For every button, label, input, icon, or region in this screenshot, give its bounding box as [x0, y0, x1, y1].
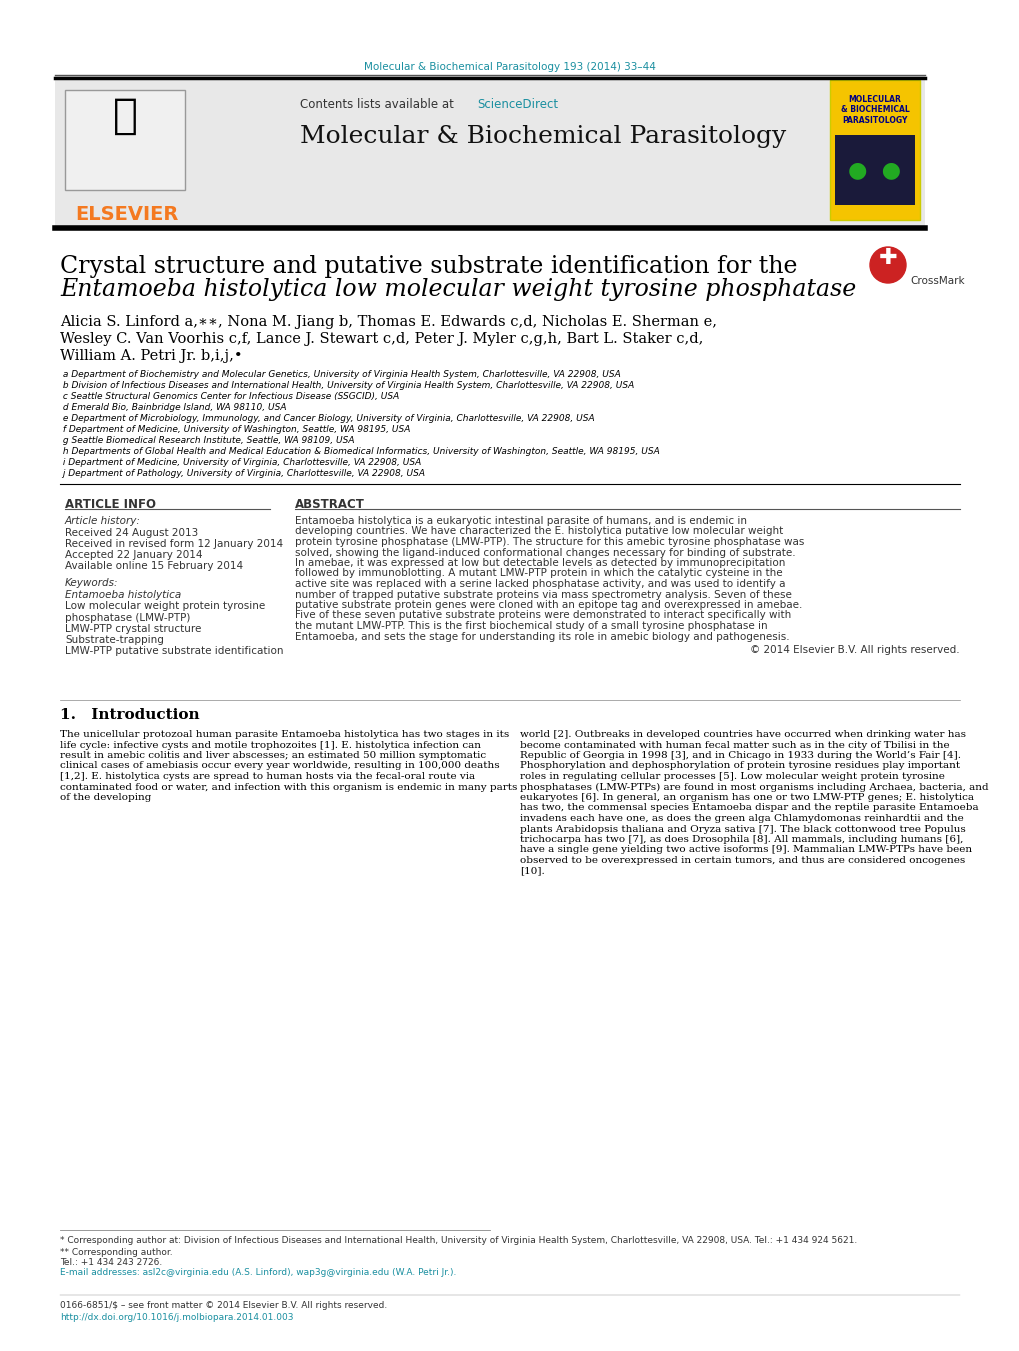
Text: become contaminated with human fecal matter such as in the city of Tbilisi in th: become contaminated with human fecal mat… [520, 740, 949, 750]
Text: © 2014 Elsevier B.V. All rights reserved.: © 2014 Elsevier B.V. All rights reserved… [750, 644, 959, 655]
Text: ✚: ✚ [877, 249, 897, 267]
Text: The unicellular protozoal human parasite Entamoeba histolytica has two stages in: The unicellular protozoal human parasite… [60, 730, 508, 739]
Text: Received 24 August 2013: Received 24 August 2013 [65, 528, 198, 538]
Circle shape [869, 247, 905, 282]
Text: LMW-PTP crystal structure: LMW-PTP crystal structure [65, 624, 201, 634]
Text: j Department of Pathology, University of Virginia, Charlottesville, VA 22908, US: j Department of Pathology, University of… [60, 469, 425, 478]
Text: Wesley C. Van Voorhis c,f, Lance J. Stewart c,d, Peter J. Myler c,g,h, Bart L. S: Wesley C. Van Voorhis c,f, Lance J. Stew… [60, 332, 703, 346]
Text: roles in regulating cellular processes [5]. Low molecular weight protein tyrosin: roles in regulating cellular processes [… [520, 771, 944, 781]
Text: observed to be overexpressed in certain tumors, and thus are considered oncogene: observed to be overexpressed in certain … [520, 857, 964, 865]
Bar [55, 76, 924, 230]
Text: ABSTRACT: ABSTRACT [294, 499, 365, 511]
Text: Five of these seven putative substrate proteins were demonstrated to interact sp: Five of these seven putative substrate p… [294, 611, 791, 620]
Bar [65, 91, 184, 190]
Text: Substrate-trapping: Substrate-trapping [65, 635, 164, 644]
Text: ELSEVIER: ELSEVIER [75, 205, 178, 224]
Text: putative substrate protein genes were cloned with an epitope tag and overexpress: putative substrate protein genes were cl… [294, 600, 802, 611]
Text: have a single gene yielding two active isoforms [9]. Mammalian LMW-PTPs have bee: have a single gene yielding two active i… [520, 846, 971, 854]
Bar [829, 80, 919, 220]
Text: Entamoeba histolytica low molecular weight tyrosine phosphatase: Entamoeba histolytica low molecular weig… [60, 278, 855, 301]
Text: Tel.: +1 434 243 2726.: Tel.: +1 434 243 2726. [60, 1258, 162, 1267]
Text: [1,2]. E. histolytica cysts are spread to human hosts via the fecal-oral route v: [1,2]. E. histolytica cysts are spread t… [60, 771, 475, 781]
Text: number of trapped putative substrate proteins via mass spectrometry analysis. Se: number of trapped putative substrate pro… [294, 589, 791, 600]
Text: developing countries. We have characterized the E. histolytica putative low mole: developing countries. We have characteri… [294, 527, 783, 536]
Text: has two, the commensal species Entamoeba dispar and the reptile parasite Entamoe: has two, the commensal species Entamoeba… [520, 804, 977, 812]
Text: i Department of Medicine, University of Virginia, Charlottesville, VA 22908, USA: i Department of Medicine, University of … [60, 458, 421, 467]
Text: solved, showing the ligand-induced conformational changes necessary for binding : solved, showing the ligand-induced confo… [294, 547, 795, 558]
Text: f Department of Medicine, University of Washington, Seattle, WA 98195, USA: f Department of Medicine, University of … [60, 426, 410, 434]
Text: Available online 15 February 2014: Available online 15 February 2014 [65, 561, 243, 571]
Text: CrossMark: CrossMark [909, 276, 964, 286]
Text: h Departments of Global Health and Medical Education & Biomedical Informatics, U: h Departments of Global Health and Medic… [60, 447, 659, 457]
Text: d Emerald Bio, Bainbridge Island, WA 98110, USA: d Emerald Bio, Bainbridge Island, WA 981… [60, 403, 286, 412]
Text: eukaryotes [6]. In general, an organism has one or two LMW-PTP genes; E. histoly: eukaryotes [6]. In general, an organism … [520, 793, 973, 802]
Text: 1. Introduction: 1. Introduction [60, 708, 200, 721]
Text: the mutant LMW-PTP. This is the first biochemical study of a small tyrosine phos: the mutant LMW-PTP. This is the first bi… [294, 621, 767, 631]
Text: Low molecular weight protein tyrosine
phosphatase (LMW-PTP): Low molecular weight protein tyrosine ph… [65, 601, 265, 623]
Text: trichocarpa has two [7], as does Drosophila [8]. All mammals, including humans [: trichocarpa has two [7], as does Drosoph… [520, 835, 962, 844]
Text: e Department of Microbiology, Immunology, and Cancer Biology, University of Virg: e Department of Microbiology, Immunology… [60, 413, 594, 423]
Bar [835, 135, 914, 205]
Text: result in amebic colitis and liver abscesses; an estimated 50 million symptomati: result in amebic colitis and liver absce… [60, 751, 486, 761]
Text: E-mail addresses: asl2c@virginia.edu (A.S. Linford), wap3g@virginia.edu (W.A. Pe: E-mail addresses: asl2c@virginia.edu (A.… [60, 1269, 455, 1277]
Text: ●  ●: ● ● [848, 159, 901, 180]
Text: Republic of Georgia in 1998 [3], and in Chicago in 1933 during the World’s Fair : Republic of Georgia in 1998 [3], and in … [520, 751, 960, 761]
Text: Received in revised form 12 January 2014: Received in revised form 12 January 2014 [65, 539, 283, 549]
Text: plants Arabidopsis thaliana and Oryza sativa [7]. The black cottonwood tree Popu: plants Arabidopsis thaliana and Oryza sa… [520, 824, 965, 834]
Text: of the developing: of the developing [60, 793, 151, 802]
Text: William A. Petri Jr. b,i,j,•: William A. Petri Jr. b,i,j,• [60, 349, 243, 363]
Text: Molecular & Biochemical Parasitology: Molecular & Biochemical Parasitology [300, 126, 786, 149]
Text: Entamoeba histolytica is a eukaryotic intestinal parasite of humans, and is ende: Entamoeba histolytica is a eukaryotic in… [294, 516, 746, 526]
Text: g Seattle Biomedical Research Institute, Seattle, WA 98109, USA: g Seattle Biomedical Research Institute,… [60, 436, 355, 444]
Text: followed by immunoblotting. A mutant LMW-PTP protein in which the catalytic cyst: followed by immunoblotting. A mutant LMW… [294, 569, 782, 578]
Text: phosphatases (LMW-PTPs) are found in most organisms including Archaea, bacteria,: phosphatases (LMW-PTPs) are found in mos… [520, 782, 987, 792]
Text: ARTICLE INFO: ARTICLE INFO [65, 499, 156, 511]
Text: life cycle: infective cysts and motile trophozoites [1]. E. histolytica infectio: life cycle: infective cysts and motile t… [60, 740, 481, 750]
Text: Crystal structure and putative substrate identification for the: Crystal structure and putative substrate… [60, 255, 797, 278]
Text: Article history:: Article history: [65, 516, 141, 526]
Text: ScienceDirect: ScienceDirect [477, 99, 557, 111]
Text: c Seattle Structural Genomics Center for Infectious Disease (SSGCID), USA: c Seattle Structural Genomics Center for… [60, 392, 398, 401]
Text: Keywords:: Keywords: [65, 578, 118, 588]
Text: contaminated food or water, and infection with this organism is endemic in many : contaminated food or water, and infectio… [60, 782, 517, 792]
Text: Alicia S. Linford a,∗∗, Nona M. Jiang b, Thomas E. Edwards c,d, Nicholas E. Sher: Alicia S. Linford a,∗∗, Nona M. Jiang b,… [60, 315, 716, 330]
Text: world [2]. Outbreaks in developed countries have occurred when drinking water ha: world [2]. Outbreaks in developed countr… [520, 730, 965, 739]
Text: b Division of Infectious Diseases and International Health, University of Virgin: b Division of Infectious Diseases and In… [60, 381, 634, 390]
Text: invadens each have one, as does the green alga Chlamydomonas reinhardtii and the: invadens each have one, as does the gree… [520, 815, 963, 823]
Text: http://dx.doi.org/10.1016/j.molbiopara.2014.01.003: http://dx.doi.org/10.1016/j.molbiopara.2… [60, 1313, 293, 1323]
Text: Entamoeba histolytica: Entamoeba histolytica [65, 590, 181, 600]
Text: a Department of Biochemistry and Molecular Genetics, University of Virginia Heal: a Department of Biochemistry and Molecul… [60, 370, 621, 380]
Text: clinical cases of amebiasis occur every year worldwide, resulting in 100,000 dea: clinical cases of amebiasis occur every … [60, 762, 499, 770]
Text: [10].: [10]. [520, 866, 544, 875]
Text: 🌳: 🌳 [112, 95, 138, 136]
Text: 0166-6851/$ – see front matter © 2014 Elsevier B.V. All rights reserved.: 0166-6851/$ – see front matter © 2014 El… [60, 1301, 387, 1310]
Text: ** Corresponding author.: ** Corresponding author. [60, 1248, 172, 1256]
Text: In amebae, it was expressed at low but detectable levels as detected by immunopr: In amebae, it was expressed at low but d… [294, 558, 785, 567]
Text: * Corresponding author at: Division of Infectious Diseases and International Hea: * Corresponding author at: Division of I… [60, 1236, 856, 1246]
Text: Phosphorylation and dephosphorylation of protein tyrosine residues play importan: Phosphorylation and dephosphorylation of… [520, 762, 959, 770]
Text: LMW-PTP putative substrate identification: LMW-PTP putative substrate identificatio… [65, 646, 283, 657]
Text: protein tyrosine phosphatase (LMW-PTP). The structure for this amebic tyrosine p: protein tyrosine phosphatase (LMW-PTP). … [294, 536, 804, 547]
Text: active site was replaced with a serine lacked phosphatase activity, and was used: active site was replaced with a serine l… [294, 580, 785, 589]
Text: Entamoeba, and sets the stage for understanding its role in amebic biology and p: Entamoeba, and sets the stage for unders… [294, 631, 789, 642]
Text: Contents lists available at: Contents lists available at [300, 99, 458, 111]
Text: MOLECULAR
& BIOCHEMICAL
PARASITOLOGY: MOLECULAR & BIOCHEMICAL PARASITOLOGY [840, 95, 909, 124]
Text: Accepted 22 January 2014: Accepted 22 January 2014 [65, 550, 203, 561]
Text: Molecular & Biochemical Parasitology 193 (2014) 33–44: Molecular & Biochemical Parasitology 193… [364, 62, 655, 72]
